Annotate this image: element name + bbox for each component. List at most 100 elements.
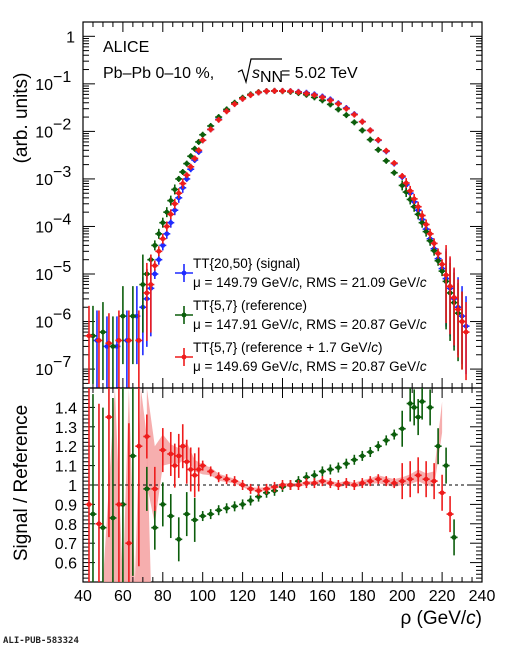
ratio-data-point: [422, 461, 430, 498]
top-data-point: [450, 267, 458, 346]
top-data-point: [163, 207, 171, 218]
top-data-point: [155, 254, 163, 265]
svg-text:10: 10: [35, 219, 53, 236]
ratio-data-point: [95, 403, 103, 582]
ratio-y-tick-label: 1.1: [55, 459, 77, 476]
top-data-point: [167, 209, 175, 220]
x-tick-label: 120: [229, 588, 256, 605]
ratio-y-tick-label: 1.3: [55, 420, 77, 437]
ratio-data-point: [223, 474, 231, 485]
top-data-point: [125, 310, 133, 388]
top-data-point: [271, 87, 279, 94]
x-axis-label-main: ρ (GeV/: [400, 608, 466, 629]
ratio-data-point: [159, 482, 167, 527]
x-tick-label: 220: [429, 588, 456, 605]
top-data-point: [350, 111, 358, 118]
ratio-data-point: [199, 511, 207, 522]
ratio-data-point: [207, 509, 215, 520]
ratio-y-tick-label: 1.2: [55, 439, 77, 456]
top-data-point: [446, 256, 454, 335]
ratio-data-point: [406, 461, 414, 498]
top-data-point: [179, 168, 187, 175]
energy-subscript: NN: [260, 69, 283, 86]
top-data-point: [129, 286, 137, 365]
svg-text:−4: −4: [53, 211, 71, 228]
top-data-point: [99, 302, 107, 381]
top-data-point: [414, 201, 422, 212]
bottom-panel: 40 60 80 100 120 140 160 180 200 220 240 0.6 0.7 0.8…: [11, 387, 495, 629]
top-data-point: [382, 147, 390, 154]
top-data-point: [151, 260, 159, 271]
legend-label: TT{20,50} (signal): [193, 256, 300, 271]
top-y-tick-label: 10 −3: [35, 164, 71, 189]
ratio-data-point: [410, 389, 418, 426]
top-data-point: [115, 310, 123, 388]
x-axis-label-tail: ): [476, 608, 482, 629]
ratio-data-point: [109, 397, 117, 582]
ratio-data-point: [450, 519, 458, 556]
top-data-point: [350, 119, 358, 126]
ratio-data-point: [358, 478, 366, 489]
ratio-data-point: [167, 494, 175, 539]
ratio-data-point: [310, 478, 318, 489]
ratio-data-point: [239, 480, 247, 490]
top-data-point: [310, 92, 318, 99]
top-data-point: [175, 175, 183, 182]
ratio-series-markers: [85, 388, 458, 582]
energy-s: s: [252, 65, 260, 82]
ratio-data-point: [446, 496, 454, 533]
ratio-data-point: [223, 503, 231, 514]
ratio-data-point: [406, 388, 414, 422]
top-data-point: [135, 310, 143, 388]
top-data-point: [187, 163, 195, 170]
ratio-data-point: [231, 501, 239, 512]
top-data-point: [374, 136, 382, 143]
ratio-data-point: [442, 447, 450, 484]
ratio-data-point: [426, 389, 434, 426]
svg-text:10: 10: [35, 315, 53, 332]
ratio-data-point: [382, 476, 390, 487]
ratio-data-point: [199, 460, 207, 471]
svg-text:−2: −2: [53, 116, 71, 133]
ratio-data-point: [195, 447, 203, 492]
legend-marker: [181, 312, 187, 318]
top-data-point: [358, 118, 366, 125]
ratio-data-point: [179, 424, 187, 469]
ratio-data-point: [255, 485, 263, 496]
top-data-point: [175, 188, 183, 199]
top-data-point: [430, 238, 438, 249]
top-data-point: [151, 269, 159, 280]
top-data-point: [167, 217, 175, 228]
top-y-tick-label: 10 −6: [35, 307, 71, 332]
series-2: [85, 87, 470, 388]
svg-text:−5: −5: [53, 259, 71, 276]
svg-text:1: 1: [66, 29, 75, 46]
ratio-data-point: [247, 495, 255, 506]
ratio-data-point: [302, 478, 310, 489]
svg-text:−1: −1: [53, 69, 71, 86]
top-data-point: [410, 193, 418, 204]
ratio-data-point: [85, 388, 93, 582]
svg-text:10: 10: [35, 267, 53, 284]
top-y-tick-label: 10 −5: [35, 259, 71, 284]
top-data-point: [406, 185, 414, 196]
ratio-data-point: [115, 388, 123, 582]
top-data-point: [147, 254, 155, 333]
top-data-point: [143, 262, 151, 341]
x-tick-label: 180: [349, 588, 376, 605]
ratio-data-point: [99, 407, 107, 582]
ratio-data-point: [434, 428, 442, 465]
top-data-point: [105, 313, 113, 388]
ratio-data-point: [414, 399, 422, 436]
ratio-data-point: [129, 388, 137, 576]
legend-label: TT{5,7} (reference + 1.7 GeV/c): [193, 340, 382, 355]
top-data-point: [151, 240, 159, 251]
top-y-tick-label: 10 −2: [35, 116, 71, 141]
x-tick-label: 160: [309, 588, 336, 605]
top-data-point: [85, 305, 93, 384]
top-data-point: [119, 286, 127, 365]
top-data-point: [191, 155, 199, 162]
legend-label: TT{5,7} (reference): [193, 298, 307, 313]
ratio-y-tick-label: 0.6: [55, 556, 77, 573]
